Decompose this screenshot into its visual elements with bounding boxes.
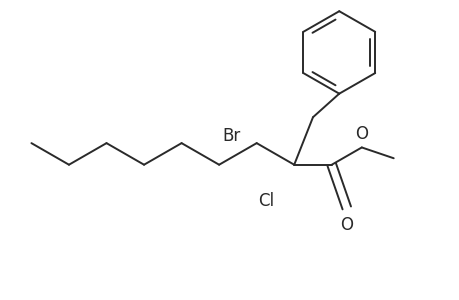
Text: Br: Br [222, 127, 240, 145]
Text: Cl: Cl [258, 192, 274, 210]
Text: O: O [354, 124, 368, 142]
Text: O: O [340, 216, 353, 234]
